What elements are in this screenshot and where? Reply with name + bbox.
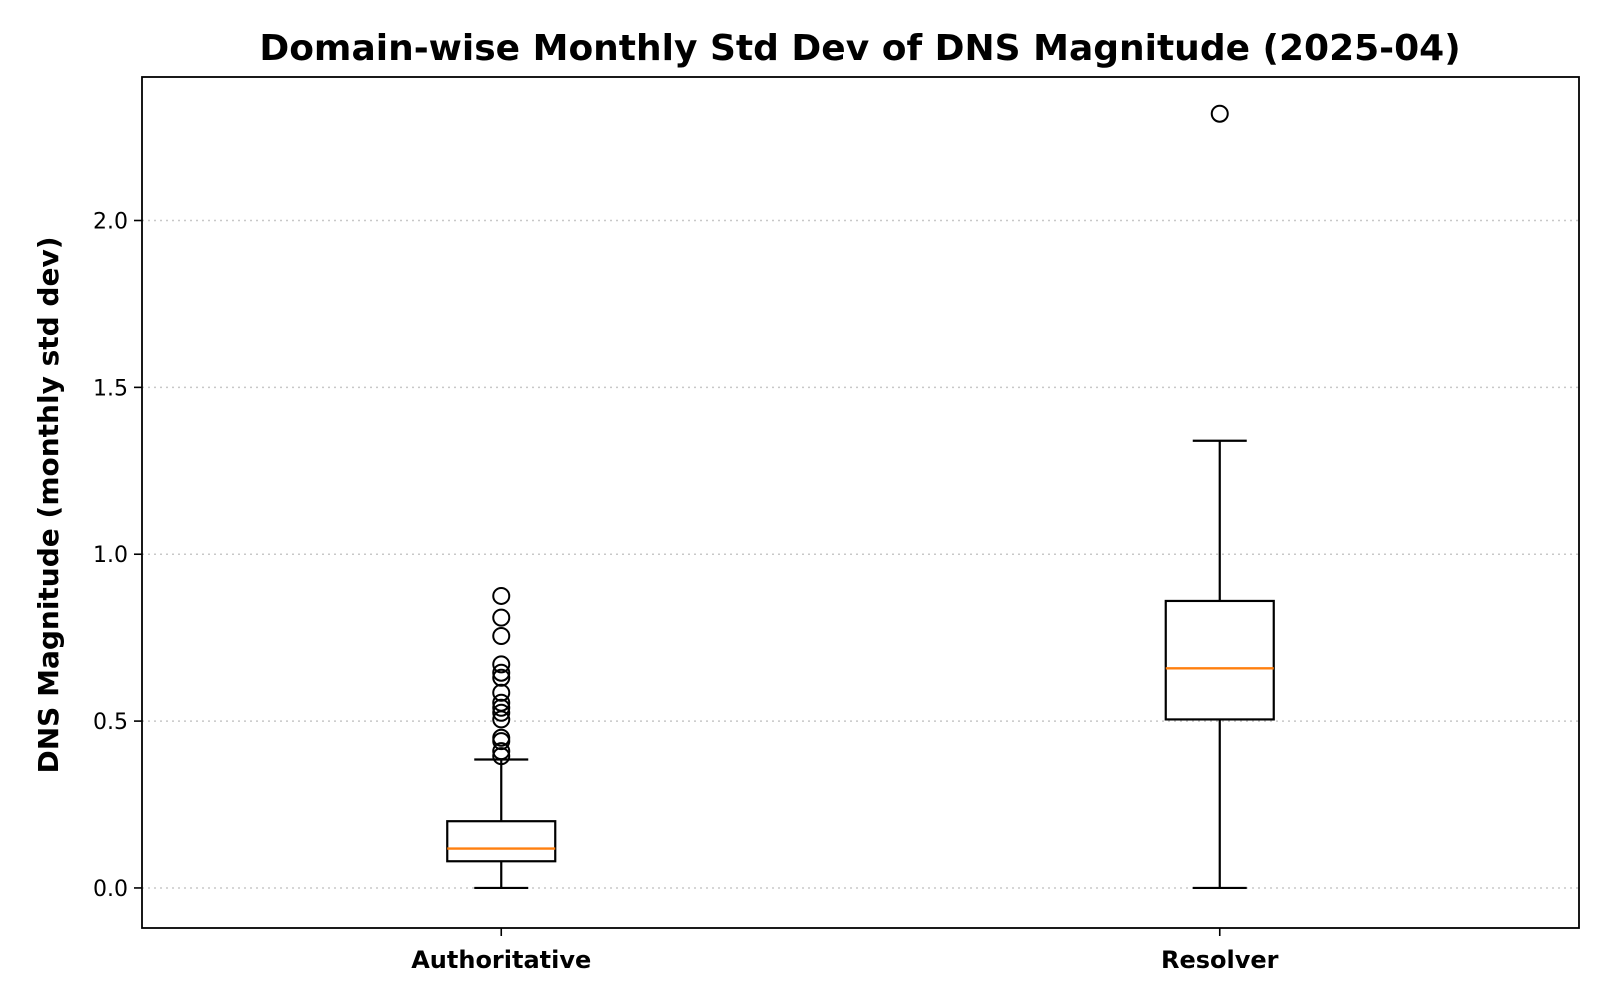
outlier-point xyxy=(492,626,511,645)
y-tick-label: 1.5 xyxy=(93,376,128,401)
axis-layer: 0.0 0.5 1.0 1.5 2.0 Authoritative Resolver xyxy=(93,210,1279,974)
plot-frame xyxy=(141,76,1580,929)
y-axis-label: DNS Magnitude (monthly std dev) xyxy=(32,236,65,773)
chart-title: Domain-wise Monthly Std Dev of DNS Magni… xyxy=(259,28,1460,69)
outlier-point xyxy=(492,663,511,682)
y-tick-label: 0.5 xyxy=(93,710,128,735)
outlier-point xyxy=(492,747,511,766)
plot-layer xyxy=(446,104,1275,890)
outlier-point xyxy=(492,655,511,674)
iqr-box xyxy=(1164,599,1275,721)
outlier-point xyxy=(492,608,511,627)
outlier-point xyxy=(492,698,511,717)
outlier-point xyxy=(1210,104,1229,123)
outlier-point xyxy=(492,586,511,605)
box-group-resolver xyxy=(1164,104,1275,890)
outlier-point xyxy=(492,703,511,722)
x-tick-label: Resolver xyxy=(1161,946,1279,974)
box-group-authoritative xyxy=(446,586,557,890)
y-tick-label: 1.0 xyxy=(93,543,128,568)
outlier-point xyxy=(492,710,511,729)
y-tick-label: 0.0 xyxy=(93,877,128,902)
grid-layer xyxy=(142,219,1579,889)
iqr-box xyxy=(446,820,557,863)
x-tick-label: Authoritative xyxy=(411,946,591,974)
y-tick-label: 2.0 xyxy=(93,210,128,235)
outlier-point xyxy=(492,742,511,761)
